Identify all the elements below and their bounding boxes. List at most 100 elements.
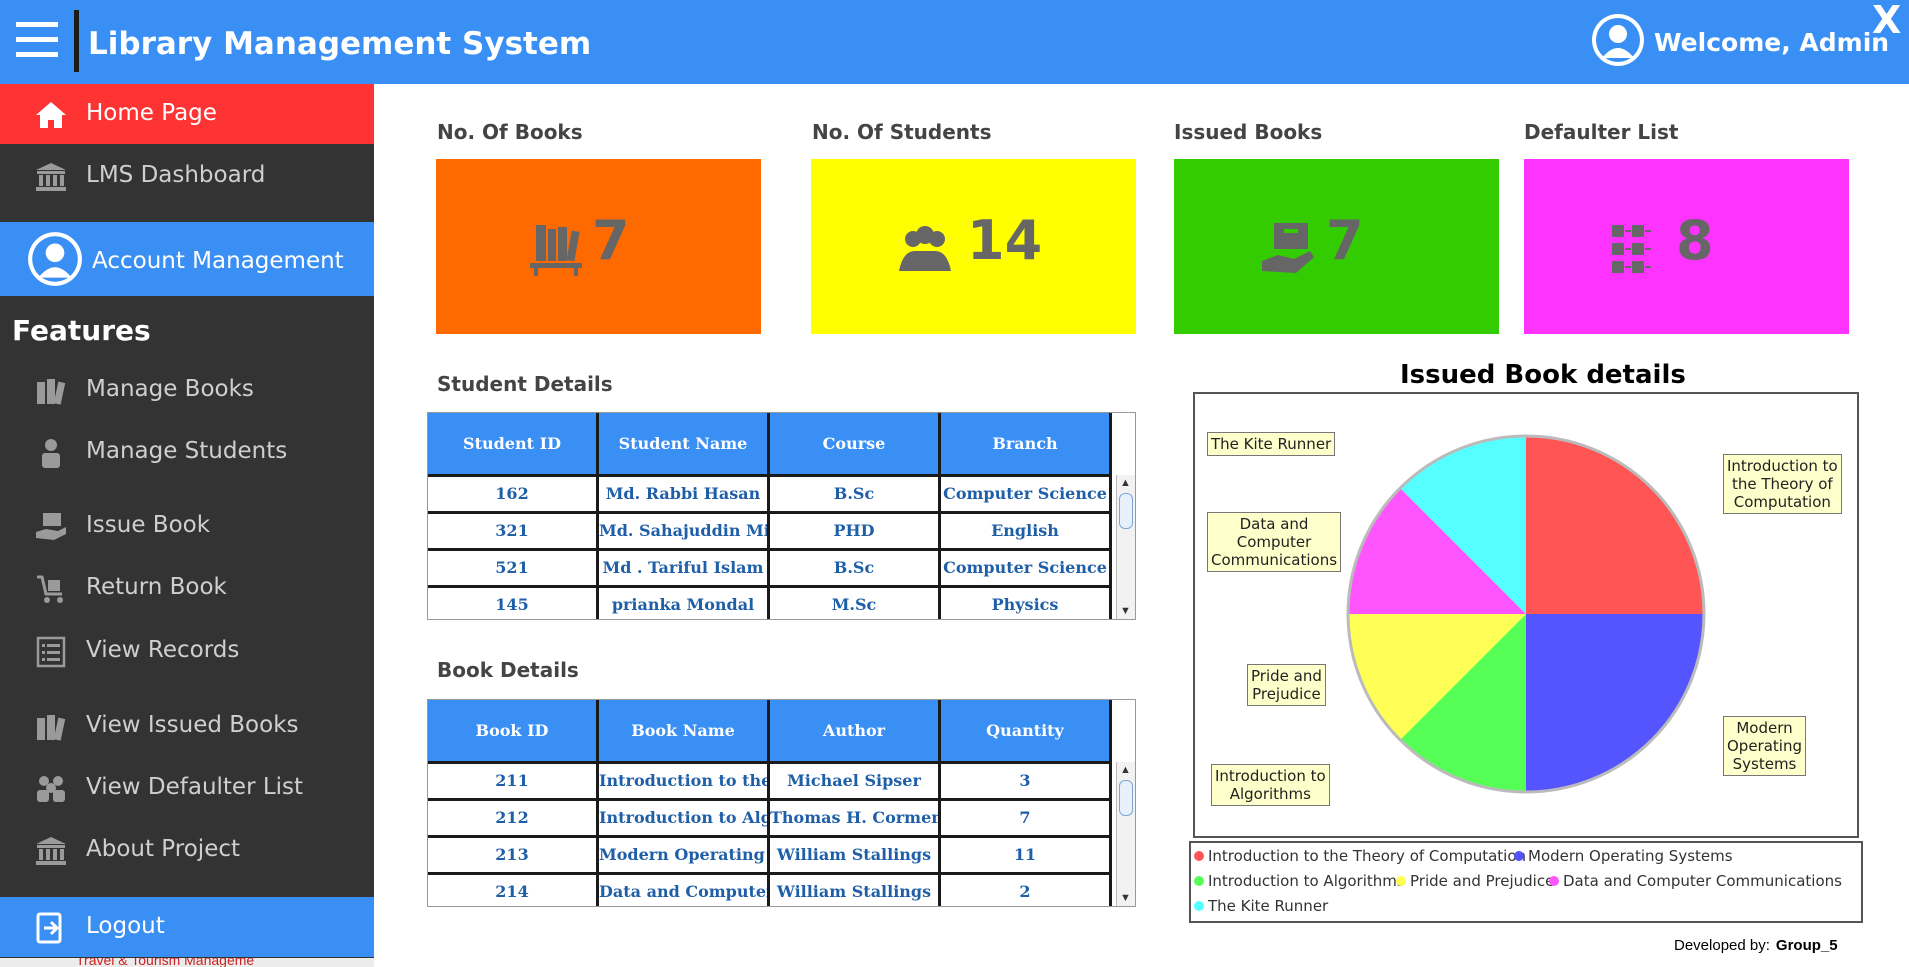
table-cell: Thomas H. Cormen [770, 801, 941, 838]
sidebar-item-label: View Records [86, 637, 240, 663]
legend-item: Introduction to Algorithms [1194, 872, 1405, 890]
bank-icon [36, 837, 66, 865]
scroll-up-arrow-icon[interactable]: ▲ [1120, 764, 1131, 776]
scroll-thumb[interactable] [1119, 493, 1133, 529]
column-header[interactable]: Branch [941, 413, 1112, 477]
sidebar-item-account-management[interactable]: Account Management [0, 222, 374, 296]
scroll-down-arrow-icon[interactable]: ▼ [1120, 892, 1131, 904]
sidebar-item-manage-books[interactable]: Manage Books [0, 360, 374, 420]
book-details-title: Book Details [437, 658, 579, 682]
defaulter-icon [37, 776, 65, 802]
pie-slice[interactable] [1348, 614, 1526, 740]
column-header[interactable]: Student Name [599, 413, 770, 477]
table-cell: 321 [428, 514, 599, 551]
table-cell: 213 [428, 838, 599, 875]
top-bar: Library Management System Welcome, Admin… [0, 0, 1909, 84]
pie-chart [1346, 434, 1706, 794]
sidebar-item-view-defaulter-list[interactable]: View Defaulter List [0, 758, 374, 818]
taskbar-strip: Travel & Tourism Manageme [0, 958, 374, 967]
sidebar-item-dashboard[interactable]: LMS Dashboard [0, 146, 374, 206]
sidebar-item-view-issued-books[interactable]: View Issued Books [0, 696, 374, 756]
books-count: 7 [592, 209, 630, 272]
table-cell: 162 [428, 477, 599, 514]
book-details-table[interactable]: Book ID Book Name Author Quantity 211 In… [427, 699, 1136, 907]
table-cell: Physics [941, 588, 1112, 619]
account-avatar-icon [28, 232, 82, 286]
developed-by-label: Developed by: [1674, 937, 1770, 954]
sidebar-item-label: Manage Students [86, 438, 288, 464]
legend-item: Modern Operating Systems [1514, 847, 1733, 865]
table-cell: Md. Rabbi Hasan [599, 477, 770, 514]
column-header[interactable]: Student ID [428, 413, 599, 477]
sidebar-item-logout[interactable]: Logout [0, 897, 374, 957]
column-header[interactable]: Book ID [428, 700, 599, 764]
pie-slice[interactable] [1526, 436, 1704, 614]
table-cell: prianka Mondal [599, 588, 770, 619]
pie-callout: Modern Operating Systems [1723, 716, 1806, 776]
sidebar-item-home[interactable]: Home Page [0, 84, 374, 144]
sidebar-item-about-project[interactable]: About Project [0, 820, 374, 880]
scroll-thumb[interactable] [1119, 780, 1133, 816]
issued-books-icon [37, 715, 66, 741]
pie-slice[interactable] [1400, 614, 1526, 792]
sidebar: Home Page LMS Dashboard Account Manageme… [0, 84, 374, 958]
table-cell: 11 [941, 838, 1112, 875]
defaulter-list-card[interactable]: 8 [1524, 159, 1849, 334]
column-header[interactable]: Author [770, 700, 941, 764]
sidebar-item-label: View Issued Books [86, 712, 299, 738]
sidebar-item-label: Account Management [92, 248, 344, 274]
legend-swatch [1194, 876, 1204, 886]
sidebar-item-return-book[interactable]: Return Book [0, 558, 374, 618]
student-details-table[interactable]: Student ID Student Name Course Branch 16… [427, 412, 1136, 620]
app-title: Library Management System [88, 26, 592, 62]
scroll-down-arrow-icon[interactable]: ▼ [1120, 605, 1131, 617]
legend-swatch [1396, 876, 1406, 886]
sidebar-item-label: LMS Dashboard [86, 162, 266, 188]
sidebar-item-view-records[interactable]: View Records [0, 621, 374, 681]
hamburger-menu-icon[interactable] [16, 22, 58, 58]
table-cell: Introduction to the T... [599, 764, 770, 801]
legend-swatch [1194, 901, 1204, 911]
defaulter-count: 8 [1676, 209, 1714, 272]
pie-slice[interactable] [1526, 614, 1704, 792]
books-count-card[interactable]: 7 [436, 159, 761, 334]
home-icon [36, 102, 66, 128]
legend-swatch [1194, 851, 1204, 861]
vertical-scrollbar[interactable]: ▲ ▼ [1116, 475, 1135, 619]
student-details-title: Student Details [437, 372, 613, 396]
sidebar-item-label: Home Page [86, 100, 217, 126]
sidebar-item-label: Manage Books [86, 376, 254, 402]
pie-slice[interactable] [1348, 488, 1526, 614]
card-title-students: No. Of Students [812, 120, 992, 144]
students-count: 14 [967, 209, 1043, 272]
table-cell: B.Sc [770, 551, 941, 588]
pie-slice[interactable] [1400, 436, 1526, 614]
table-cell: 3 [941, 764, 1112, 801]
user-avatar-icon [1592, 14, 1644, 66]
students-count-card[interactable]: 14 [811, 159, 1136, 334]
legend-swatch [1514, 851, 1524, 861]
table-cell: 214 [428, 875, 599, 906]
column-header[interactable]: Quantity [941, 700, 1112, 764]
vertical-scrollbar[interactable]: ▲ ▼ [1116, 762, 1135, 906]
taskbar-item-label[interactable]: Travel & Tourism Manageme [76, 958, 255, 967]
users-group-icon [899, 226, 951, 271]
legend-item: Pride and Prejudice [1396, 872, 1554, 890]
column-header[interactable]: Course [770, 413, 941, 477]
sidebar-item-manage-students[interactable]: Manage Students [0, 422, 374, 482]
pie-chart-legend: Introduction to the Theory of Computatio… [1189, 841, 1863, 923]
pie-chart-panel: The Kite Runner Data and Computer Communic… [1193, 392, 1859, 838]
issued-books-card[interactable]: 7 [1174, 159, 1499, 334]
features-heading: Features [12, 314, 151, 347]
column-header[interactable]: Book Name [599, 700, 770, 764]
sidebar-item-label: Return Book [86, 574, 227, 600]
table-cell: 212 [428, 801, 599, 838]
list-grid-icon [1612, 225, 1651, 273]
card-title-books: No. Of Books [437, 120, 583, 144]
scroll-up-arrow-icon[interactable]: ▲ [1120, 477, 1131, 489]
close-button[interactable]: X [1872, 0, 1902, 42]
table-cell: Michael Sipser [770, 764, 941, 801]
sidebar-item-issue-book[interactable]: Issue Book [0, 496, 374, 556]
table-cell: William Stallings [770, 838, 941, 875]
table-cell: 145 [428, 588, 599, 619]
